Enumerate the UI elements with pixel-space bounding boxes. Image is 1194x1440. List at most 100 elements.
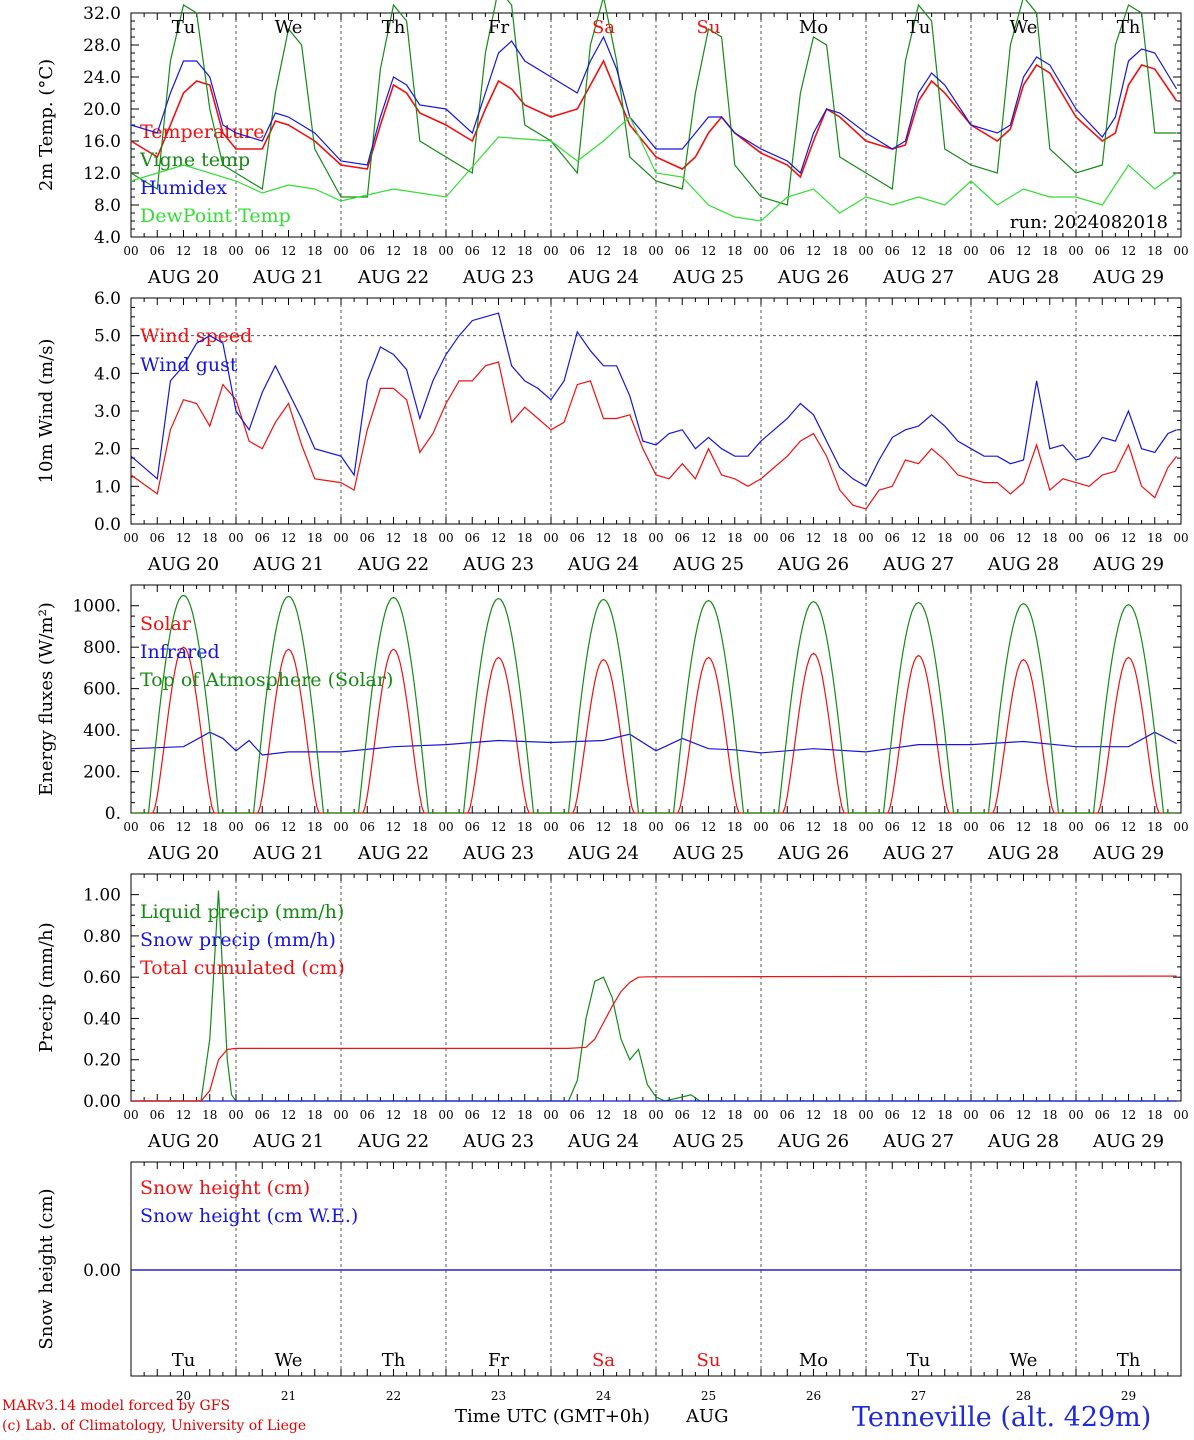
hour-tick-label: 18 [1147, 1108, 1162, 1122]
legend-entry: Vigne temp [139, 149, 250, 171]
weekday-label: Tu [907, 17, 931, 38]
y-tick-label: 1.0 [94, 477, 121, 497]
x-axis-title: Time UTC (GMT+0h) [455, 1406, 650, 1427]
hour-tick-label: 18 [412, 531, 427, 545]
day-label: AUG 22 [357, 554, 429, 575]
hour-tick-label: 00 [1173, 820, 1188, 834]
day-label: AUG 22 [357, 843, 429, 864]
series-line-dewpoint-temp [130, 116, 1177, 222]
y-axis-title: Precip (mm/h) [36, 922, 57, 1052]
hour-tick-label: 12 [386, 244, 401, 258]
hour-tick-label: 00 [1068, 531, 1083, 545]
hour-tick-label: 18 [202, 531, 217, 545]
legend-entry: Wind speed [140, 325, 252, 347]
hour-tick-label: 18 [832, 244, 847, 258]
y-tick-label: 2.0 [94, 440, 121, 460]
y-tick-label: 16.0 [83, 132, 121, 152]
weekday-label: Th [382, 17, 406, 38]
day-label: AUG 23 [462, 843, 534, 864]
hour-tick-label: 12 [386, 820, 401, 834]
hour-tick-label: 12 [281, 820, 296, 834]
hour-tick-label: 18 [727, 1108, 742, 1122]
hour-tick-label: 18 [202, 244, 217, 258]
hour-tick-label: 00 [858, 1108, 873, 1122]
hour-tick-label: 06 [1095, 820, 1110, 834]
hour-tick-label: 00 [858, 531, 873, 545]
hour-tick-label: 18 [727, 820, 742, 834]
hour-tick-label: 18 [622, 820, 637, 834]
hour-tick-label: 18 [307, 1108, 322, 1122]
day-label: AUG 24 [567, 554, 639, 575]
hour-tick-label: 18 [202, 820, 217, 834]
weekday-label: Su [697, 1350, 721, 1371]
hour-tick-label: 00 [963, 820, 978, 834]
hour-tick-label: 12 [806, 1108, 821, 1122]
series-line-humidex [130, 35, 1178, 175]
hour-tick-label: 06 [675, 531, 690, 545]
day-number-label: 24 [596, 1389, 612, 1403]
legend-entry: Snow height (cm W.E.) [140, 1205, 358, 1227]
day-label: AUG 21 [252, 267, 324, 288]
y-tick-label: 4.0 [94, 228, 121, 248]
hour-tick-label: 12 [281, 531, 296, 545]
day-label: AUG 23 [462, 554, 534, 575]
day-label: AUG 26 [777, 554, 849, 575]
day-label: AUG 27 [882, 267, 954, 288]
hour-tick-label: 18 [622, 531, 637, 545]
day-label: AUG 29 [1092, 554, 1164, 575]
day-label: AUG 28 [987, 554, 1059, 575]
day-label: AUG 20 [147, 267, 219, 288]
legend-entry: Humidex [140, 177, 227, 199]
hour-tick-label: 18 [937, 531, 952, 545]
hour-tick-label: 06 [675, 244, 690, 258]
day-label: AUG 24 [567, 267, 639, 288]
weekday-label: Th [1117, 1350, 1141, 1371]
hour-tick-label: 18 [202, 1108, 217, 1122]
hour-tick-label: 18 [727, 244, 742, 258]
y-tick-label: 0. [105, 804, 121, 824]
hour-tick-label: 06 [675, 820, 690, 834]
hour-tick-label: 06 [780, 820, 795, 834]
hour-tick-label: 00 [228, 531, 243, 545]
hour-tick-label: 12 [701, 1108, 716, 1122]
run-label: run: 2024082018 [1010, 212, 1168, 233]
hour-tick-label: 06 [570, 244, 585, 258]
hour-tick-label: 18 [412, 1108, 427, 1122]
hour-tick-label: 12 [596, 531, 611, 545]
weekday-label: Th [382, 1350, 406, 1371]
y-tick-label: 28.0 [83, 36, 121, 56]
y-axis-title: 2m Temp. (°C) [36, 59, 57, 191]
hour-tick-label: 18 [1042, 531, 1057, 545]
series-line-top-of-atmosphere-solar- [131, 594, 1177, 814]
day-number-label: 26 [806, 1389, 821, 1403]
hour-tick-label: 06 [885, 820, 900, 834]
hour-tick-label: 00 [1173, 531, 1188, 545]
hour-tick-label: 06 [675, 1108, 690, 1122]
hour-tick-label: 12 [1121, 1108, 1136, 1122]
day-label: AUG 29 [1092, 843, 1164, 864]
day-label: AUG 22 [357, 1131, 429, 1152]
y-tick-label: 0.60 [83, 968, 121, 988]
hour-tick-label: 12 [281, 244, 296, 258]
y-tick-label: 4.0 [94, 364, 121, 384]
hour-tick-label: 18 [307, 820, 322, 834]
legend-entry: Solar [140, 613, 192, 635]
series-line-wind-gust [130, 312, 1177, 488]
hour-tick-label: 18 [832, 531, 847, 545]
hour-tick-label: 18 [517, 820, 532, 834]
y-tick-label: 0.40 [83, 1009, 121, 1029]
hour-tick-label: 06 [465, 820, 480, 834]
hour-tick-label: 12 [386, 1108, 401, 1122]
day-number-label: 20 [176, 1389, 191, 1403]
hour-tick-label: 18 [1147, 820, 1162, 834]
hour-tick-label: 18 [832, 1108, 847, 1122]
hour-tick-label: 12 [911, 244, 926, 258]
day-label: AUG 28 [987, 843, 1059, 864]
weekday-label: Su [697, 17, 721, 38]
day-label: AUG 20 [147, 843, 219, 864]
y-tick-label: 600. [83, 680, 121, 700]
hour-tick-label: 00 [543, 531, 558, 545]
weekday-label: Th [1117, 17, 1141, 38]
weekday-label: We [275, 17, 303, 38]
day-label: AUG 21 [252, 1131, 324, 1152]
